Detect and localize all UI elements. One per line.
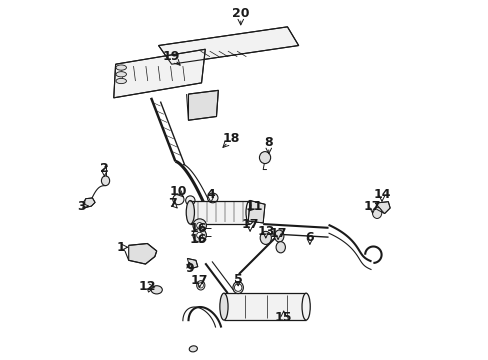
Text: 9: 9 xyxy=(185,262,194,275)
Text: 11: 11 xyxy=(244,200,262,213)
Ellipse shape xyxy=(207,193,218,203)
Text: 16: 16 xyxy=(189,222,207,235)
Ellipse shape xyxy=(245,201,254,224)
Text: 6: 6 xyxy=(305,231,314,244)
Circle shape xyxy=(193,219,206,232)
Ellipse shape xyxy=(260,231,271,244)
Ellipse shape xyxy=(101,176,109,186)
Text: 18: 18 xyxy=(222,132,240,145)
Ellipse shape xyxy=(276,242,285,253)
Circle shape xyxy=(196,232,202,238)
Ellipse shape xyxy=(259,152,270,163)
Text: 17: 17 xyxy=(190,274,208,287)
Polygon shape xyxy=(128,243,156,264)
Text: 16: 16 xyxy=(189,233,207,246)
Text: 13: 13 xyxy=(257,225,274,238)
Ellipse shape xyxy=(185,196,195,205)
Ellipse shape xyxy=(372,207,381,219)
Text: 14: 14 xyxy=(372,188,390,202)
Ellipse shape xyxy=(274,230,284,242)
Ellipse shape xyxy=(302,293,309,320)
Polygon shape xyxy=(224,293,305,320)
Ellipse shape xyxy=(189,346,197,352)
Polygon shape xyxy=(190,201,249,224)
Text: 17: 17 xyxy=(363,201,381,213)
Text: 2: 2 xyxy=(100,162,108,175)
Polygon shape xyxy=(82,198,95,208)
Ellipse shape xyxy=(172,194,183,204)
Circle shape xyxy=(196,222,202,229)
Polygon shape xyxy=(188,90,218,120)
Ellipse shape xyxy=(186,201,194,224)
Polygon shape xyxy=(374,202,389,213)
Text: 19: 19 xyxy=(163,50,180,63)
Text: 3: 3 xyxy=(77,200,85,213)
Ellipse shape xyxy=(196,281,204,290)
Text: 20: 20 xyxy=(231,7,249,20)
Text: 17: 17 xyxy=(241,218,258,231)
Ellipse shape xyxy=(116,78,126,84)
Circle shape xyxy=(198,283,203,288)
Text: 5: 5 xyxy=(233,273,242,286)
Text: 7: 7 xyxy=(168,197,177,210)
Polygon shape xyxy=(187,258,198,269)
Circle shape xyxy=(193,229,206,242)
Text: 4: 4 xyxy=(206,188,215,202)
Ellipse shape xyxy=(151,286,162,294)
Ellipse shape xyxy=(116,72,126,77)
Polygon shape xyxy=(158,27,298,64)
Ellipse shape xyxy=(220,293,227,320)
Text: 12: 12 xyxy=(138,280,156,293)
Ellipse shape xyxy=(232,282,243,293)
Circle shape xyxy=(234,284,242,291)
Text: 15: 15 xyxy=(274,311,292,324)
Ellipse shape xyxy=(116,65,126,70)
Text: 1: 1 xyxy=(117,241,125,254)
Polygon shape xyxy=(248,201,264,223)
Text: 17: 17 xyxy=(269,226,286,239)
Text: 8: 8 xyxy=(264,136,272,149)
Text: 10: 10 xyxy=(169,185,187,198)
Polygon shape xyxy=(114,49,205,98)
